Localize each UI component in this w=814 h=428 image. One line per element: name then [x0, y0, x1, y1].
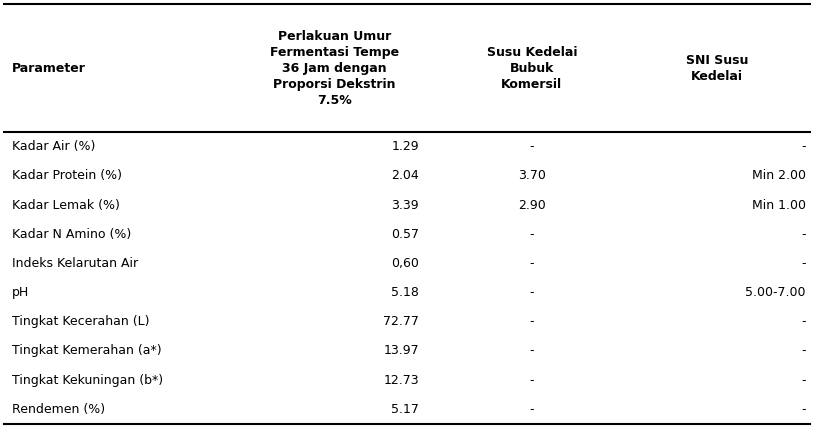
Text: 3.39: 3.39 — [392, 199, 419, 211]
Text: -: - — [530, 140, 534, 153]
Text: -: - — [530, 403, 534, 416]
Text: 0,60: 0,60 — [392, 257, 419, 270]
Text: -: - — [530, 257, 534, 270]
Text: Min 2.00: Min 2.00 — [752, 169, 806, 182]
Text: SNI Susu
Kedelai: SNI Susu Kedelai — [686, 54, 748, 83]
Text: 5.18: 5.18 — [392, 286, 419, 299]
Text: 1.29: 1.29 — [392, 140, 419, 153]
Text: -: - — [530, 286, 534, 299]
Text: -: - — [801, 140, 806, 153]
Text: 2.90: 2.90 — [518, 199, 545, 211]
Text: pH: pH — [12, 286, 29, 299]
Text: 13.97: 13.97 — [383, 345, 419, 357]
Text: Susu Kedelai
Bubuk
Komersil: Susu Kedelai Bubuk Komersil — [487, 46, 577, 91]
Text: 3.70: 3.70 — [518, 169, 546, 182]
Text: 12.73: 12.73 — [383, 374, 419, 386]
Text: -: - — [801, 403, 806, 416]
Text: -: - — [801, 228, 806, 241]
Text: Parameter: Parameter — [12, 62, 86, 74]
Text: -: - — [801, 374, 806, 386]
Text: Indeks Kelarutan Air: Indeks Kelarutan Air — [12, 257, 138, 270]
Text: -: - — [530, 315, 534, 328]
Text: 2.04: 2.04 — [392, 169, 419, 182]
Text: -: - — [530, 374, 534, 386]
Text: 5.17: 5.17 — [392, 403, 419, 416]
Text: Kadar Air (%): Kadar Air (%) — [12, 140, 95, 153]
Text: Kadar Lemak (%): Kadar Lemak (%) — [12, 199, 120, 211]
Text: Tingkat Kecerahan (L): Tingkat Kecerahan (L) — [12, 315, 150, 328]
Text: -: - — [801, 315, 806, 328]
Text: -: - — [530, 228, 534, 241]
Text: 72.77: 72.77 — [383, 315, 419, 328]
Text: Tingkat Kekuningan (b*): Tingkat Kekuningan (b*) — [12, 374, 164, 386]
Text: 0.57: 0.57 — [391, 228, 419, 241]
Text: Kadar Protein (%): Kadar Protein (%) — [12, 169, 122, 182]
Text: -: - — [801, 257, 806, 270]
Text: Min 1.00: Min 1.00 — [752, 199, 806, 211]
Text: -: - — [801, 345, 806, 357]
Text: 5.00-7.00: 5.00-7.00 — [746, 286, 806, 299]
Text: Tingkat Kemerahan (a*): Tingkat Kemerahan (a*) — [12, 345, 162, 357]
Text: Perlakuan Umur
Fermentasi Tempe
36 Jam dengan
Proporsi Dekstrin
7.5%: Perlakuan Umur Fermentasi Tempe 36 Jam d… — [270, 30, 399, 107]
Text: Kadar N Amino (%): Kadar N Amino (%) — [12, 228, 132, 241]
Text: -: - — [530, 345, 534, 357]
Text: Rendemen (%): Rendemen (%) — [12, 403, 105, 416]
